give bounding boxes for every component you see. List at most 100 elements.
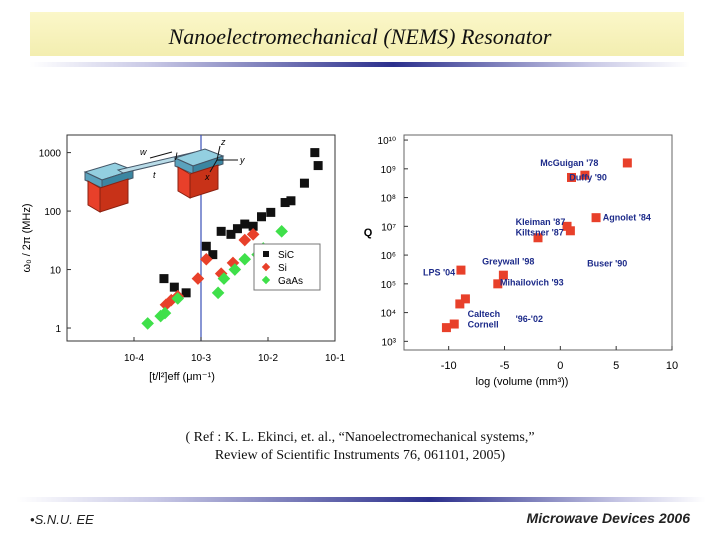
label-x: x: [204, 172, 210, 182]
data-point-q: [565, 226, 575, 236]
y-tick-label: 100: [44, 207, 61, 218]
data-point-si: [191, 272, 205, 285]
data-point-sic: [159, 274, 169, 284]
footer-bullet: •: [30, 512, 35, 527]
data-point-q: [441, 323, 451, 333]
y-tick-label: 10⁵: [381, 280, 396, 291]
footer-divider: [16, 497, 706, 502]
label-w: w: [140, 147, 147, 157]
x-tick-label: -10: [441, 360, 457, 372]
data-point-gaas: [158, 306, 172, 320]
footer-affiliation-text: S.N.U. EE: [34, 512, 94, 527]
annotation-label: '96-'02: [516, 314, 543, 324]
data-point-gaas: [228, 263, 242, 276]
data-point-si: [214, 267, 228, 280]
legend-label-gaas: GaAs: [278, 276, 303, 287]
y-tick-label: 1000: [39, 149, 62, 160]
label-l: l: [175, 152, 178, 163]
reference-line-2: Review of Scientific Instruments 76, 061…: [214, 448, 506, 463]
data-point-q: [455, 299, 465, 309]
data-point-gaas: [238, 252, 252, 266]
y-tick-label: 10³: [382, 337, 397, 348]
data-point-sic: [181, 288, 191, 298]
data-point-q: [449, 319, 459, 329]
y-tick-label: 1: [55, 324, 61, 335]
data-point-si: [238, 233, 252, 247]
y-tick-label: 10⁷: [381, 222, 396, 233]
data-point-sic: [216, 226, 226, 236]
annotation-label: Cornell: [468, 320, 499, 330]
data-point-sic: [248, 221, 258, 231]
frequency-y-axis-label: ω₀ / 2π (MHz): [21, 203, 33, 272]
x-tick-label: 5: [613, 360, 619, 372]
data-point-si: [159, 298, 173, 312]
x-tick-label: 10-1: [325, 353, 345, 364]
x-tick-label: 10: [666, 360, 678, 372]
y-tick-label: 10¹⁰: [378, 136, 396, 147]
label-t: t: [153, 170, 156, 180]
x-tick-label: 10-2: [258, 353, 278, 364]
reference-line-1: ( Ref : K. L. Ekinci, et. al., “Nanoelec…: [185, 430, 535, 445]
data-point-sic: [201, 241, 211, 251]
data-point-sic: [313, 161, 323, 171]
legend-marker-si: [261, 262, 271, 272]
footer-affiliation: •S.N.U. EE: [30, 512, 94, 527]
x-tick-label: 10-3: [191, 353, 211, 364]
y-tick-label: 10⁹: [381, 165, 396, 176]
data-point-sic: [286, 196, 296, 206]
data-point-q: [493, 279, 503, 289]
y-tick-label: 10: [50, 266, 62, 277]
y-tick-label: 10⁶: [381, 251, 396, 262]
x-tick-label: 10-4: [124, 353, 144, 364]
annotation-label: Greywall '98: [482, 256, 534, 266]
quality-chart-frame: [403, 134, 673, 351]
beam-resonator-illustration: w l t x y z: [83, 137, 245, 213]
data-point-sic: [280, 198, 290, 208]
annotation-label: Kleiman '87: [516, 217, 566, 227]
data-point-gaas: [171, 292, 185, 305]
data-point-q: [580, 170, 590, 180]
annotation-label: Kiltsner '87: [516, 228, 564, 238]
legend-label-si: Si: [278, 263, 287, 274]
data-point-q: [460, 294, 470, 304]
data-point-sic: [169, 282, 179, 292]
data-point-sic: [257, 212, 267, 222]
data-point-sic: [310, 148, 320, 158]
y-tick-label: 10⁸: [381, 194, 396, 205]
data-point-q: [622, 158, 632, 168]
data-point-q: [567, 172, 576, 182]
data-point-gaas: [141, 317, 154, 330]
annotation-label: Caltech: [468, 309, 501, 319]
footer-course: Microwave Devices 2006: [526, 510, 690, 526]
data-point-sic: [240, 219, 250, 229]
data-point-sic: [299, 178, 309, 188]
data-point-gaas: [217, 272, 231, 285]
slide-title: Nanoelectromechanical (NEMS) Resonator: [168, 24, 552, 49]
data-point-si: [226, 256, 240, 270]
data-point-q: [456, 265, 466, 275]
quality-y-axis-label: Q: [364, 227, 373, 239]
data-point-gaas: [154, 309, 167, 323]
annotation-label: Buser '90: [587, 259, 627, 269]
data-point-sic: [232, 224, 242, 234]
annotation-label: Mihailovich '93: [500, 278, 564, 288]
data-point-sic: [226, 229, 236, 239]
data-point-gaas: [211, 286, 225, 300]
frequency-chart-legend: SiC Si GaAs: [253, 243, 321, 291]
x-tick-label: 0: [557, 360, 563, 372]
label-y: y: [239, 155, 245, 165]
label-z: z: [220, 137, 226, 147]
data-point-si: [164, 293, 178, 307]
data-point-gaas: [275, 225, 288, 238]
y-tick-label: 10⁴: [381, 309, 396, 320]
legend-label-sic: SiC: [278, 250, 294, 261]
data-point-q: [533, 233, 543, 243]
data-point-sic: [208, 250, 218, 260]
legend-marker-sic: [263, 251, 269, 257]
x-tick-label: -5: [500, 360, 510, 372]
annotation-label: Agnolet '84: [603, 213, 651, 223]
annotation-label: LPS '04: [423, 267, 455, 277]
title-banner: [30, 12, 684, 56]
legend-marker-gaas: [261, 275, 271, 285]
